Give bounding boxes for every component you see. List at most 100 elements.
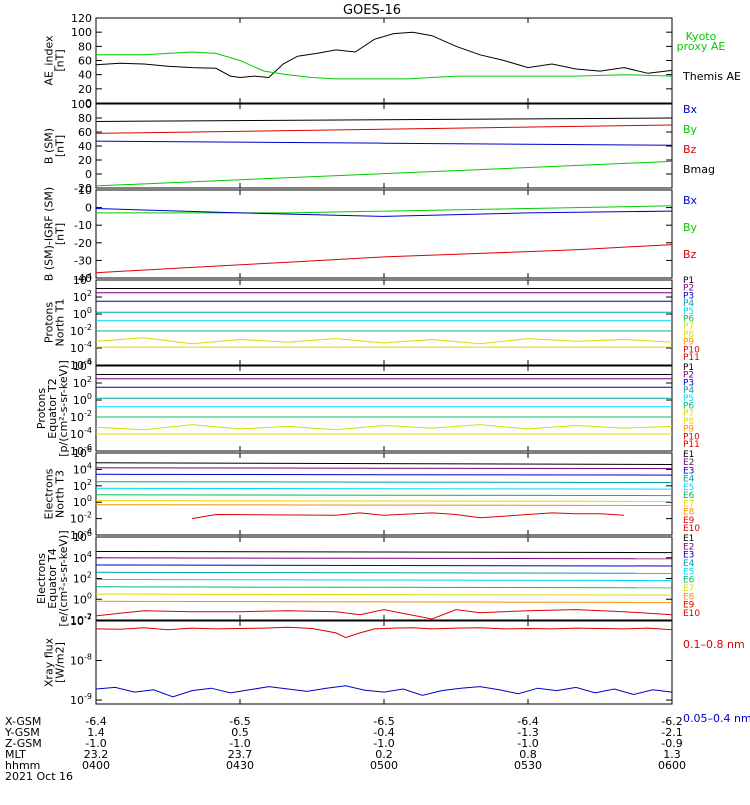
y-tick-label: 10-4: [70, 426, 92, 441]
y-tick-label: 0: [85, 202, 92, 215]
y-tick-label: 0: [85, 168, 92, 181]
y-tick-label: 10-2: [70, 323, 92, 338]
y-tick-label: 60: [78, 126, 92, 139]
series-line: [96, 627, 672, 637]
series-line: [96, 558, 672, 559]
y-tick-label: 106: [73, 529, 92, 544]
y-tick-label: 104: [73, 461, 92, 476]
series-label: 0.1–0.8 nm: [683, 638, 745, 651]
panel-frame: [96, 18, 672, 103]
y-axis-label: [nT]: [54, 223, 67, 245]
series-label: Bmag: [683, 163, 715, 176]
y-tick-label: 100: [73, 392, 92, 407]
y-axis-label: [W/m2]: [54, 642, 67, 683]
y-axis-label: [nT]: [54, 49, 67, 71]
y-axis-label: [p/(cm²-s-sr-keV)]: [57, 360, 70, 457]
y-tick-label: -20: [74, 237, 92, 250]
panel-frame: [96, 621, 672, 704]
series-line: [96, 474, 672, 475]
series-line: [96, 161, 672, 186]
series-line: [192, 513, 624, 519]
y-tick-label: 100: [73, 591, 92, 606]
series-line: [96, 141, 672, 145]
series-line: [96, 505, 672, 506]
series-line: [96, 463, 672, 465]
y-tick-label: 10-2: [70, 511, 92, 526]
y-tick-label: 102: [73, 478, 92, 493]
y-axis-label: North T3: [54, 470, 67, 518]
y-axis-label: [e/(cm²-s-sr-keV)]: [57, 530, 70, 626]
panel-frame: [96, 104, 672, 188]
series-label: Bz: [683, 143, 697, 156]
y-tick-label: 100: [71, 26, 92, 39]
x-axis-row-label: 2021 Oct 16: [5, 770, 73, 783]
y-tick-label: 60: [78, 55, 92, 68]
y-tick-label: 10-8: [70, 653, 92, 668]
chart-title: GOES-16: [343, 3, 401, 18]
series-label: Bx: [683, 194, 698, 207]
y-tick-label: 102: [73, 571, 92, 586]
y-tick-label: 10-4: [70, 340, 92, 355]
series-line: [96, 32, 672, 77]
series-label: By: [683, 221, 698, 234]
series-label: proxy AE: [677, 40, 726, 53]
y-tick-label: 10: [78, 184, 92, 197]
y-tick-label: 102: [73, 289, 92, 304]
y-tick-label: 106: [73, 445, 92, 460]
y-tick-label: 120: [71, 12, 92, 25]
series-line: [96, 572, 672, 573]
series-line: [96, 488, 672, 489]
series-label: E10: [683, 524, 700, 534]
series-label: By: [683, 123, 698, 136]
series-label: P11: [683, 353, 700, 363]
y-tick-label: -30: [74, 254, 92, 267]
y-tick-label: 100: [73, 306, 92, 321]
y-tick-label: 10-7: [70, 613, 92, 628]
series-label: E10: [683, 609, 700, 619]
series-line: [96, 580, 672, 581]
series-line: [96, 565, 672, 566]
y-tick-label: 100: [71, 98, 92, 111]
series-line: [96, 52, 672, 79]
series-line: [96, 245, 672, 273]
y-axis-label: [nT]: [54, 135, 67, 157]
x-axis-value: 0430: [226, 759, 254, 772]
y-tick-label: 100: [73, 494, 92, 509]
y-tick-label: 40: [78, 140, 92, 153]
y-tick-label: 80: [78, 40, 92, 53]
series-line: [96, 125, 672, 133]
y-axis-label: North T1: [54, 299, 67, 347]
series-line: [96, 587, 672, 588]
y-tick-label: 20: [78, 154, 92, 167]
series-line: [96, 118, 672, 122]
series-line: [96, 686, 672, 697]
y-tick-label: 10-9: [70, 692, 92, 707]
panel-frame: [96, 453, 672, 535]
x-axis-value: 0530: [514, 759, 542, 772]
series-line: [96, 338, 672, 344]
y-tick-label: 80: [78, 112, 92, 125]
y-tick-label: 40: [78, 69, 92, 82]
panel-frame: [96, 190, 672, 278]
x-axis-value: 0400: [82, 759, 110, 772]
series-line: [96, 495, 672, 496]
series-label: 0.05–0.4 nm: [683, 712, 750, 725]
series-label: Bx: [683, 103, 698, 116]
series-line: [96, 468, 672, 469]
y-tick-label: 104: [73, 358, 92, 373]
series-line: [96, 501, 672, 502]
series-label: P11: [683, 440, 700, 450]
y-tick-label: 104: [73, 550, 92, 565]
series-label: Bz: [683, 248, 697, 261]
y-tick-label: 10-2: [70, 409, 92, 424]
panel-frame: [96, 537, 672, 620]
